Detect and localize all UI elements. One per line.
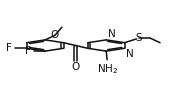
Text: NH$_2$: NH$_2$ (96, 62, 118, 76)
Text: F: F (6, 43, 12, 53)
Text: O: O (51, 30, 59, 40)
Text: S: S (135, 33, 142, 43)
Text: N: N (126, 49, 134, 59)
Text: N: N (108, 29, 116, 39)
Text: F: F (25, 46, 31, 56)
Text: O: O (72, 62, 80, 72)
